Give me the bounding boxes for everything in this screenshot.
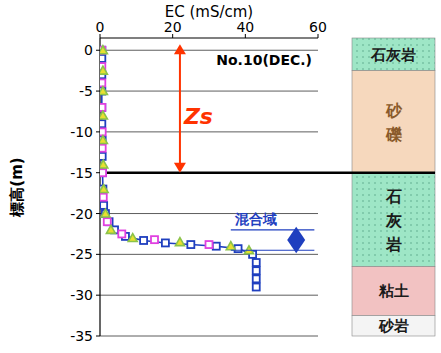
y-tick-label: -15 xyxy=(70,165,93,181)
y-tick-label: -5 xyxy=(79,83,93,99)
data-point xyxy=(104,218,111,225)
lithology-layer xyxy=(352,71,435,173)
series-line xyxy=(102,50,256,287)
mix-label: 混合域 xyxy=(234,211,277,227)
data-point xyxy=(100,104,105,111)
x-tick-label: 40 xyxy=(236,19,254,35)
data-point xyxy=(100,153,106,160)
zs-arrow xyxy=(179,52,181,164)
y-tick-label: -30 xyxy=(70,287,93,303)
zs-boundary xyxy=(100,172,435,174)
y-tick-label: -20 xyxy=(70,206,93,222)
data-point xyxy=(100,185,108,193)
data-point xyxy=(100,136,107,144)
data-point xyxy=(118,230,125,237)
x-tick-label: 20 xyxy=(164,19,182,35)
grid-line xyxy=(100,336,318,337)
chart: 石灰岩砂礫石灰岩粘土砂岩0-5-10-15-20-25-30-350204060… xyxy=(0,0,441,353)
grid-line xyxy=(100,254,318,255)
lithology-label: 石灰岩 xyxy=(370,46,416,64)
data-point xyxy=(100,79,105,86)
data-point xyxy=(226,242,235,250)
data-point xyxy=(100,145,106,152)
data-point xyxy=(100,104,105,111)
data-point xyxy=(100,66,107,74)
lithology-layer xyxy=(352,267,435,316)
y-tick-label: -10 xyxy=(70,124,93,140)
x-axis-line xyxy=(100,37,318,38)
data-point xyxy=(100,160,108,168)
data-point xyxy=(100,55,105,62)
lithology-label: 砂岩 xyxy=(378,317,409,335)
data-point xyxy=(100,169,106,176)
lithology-layer xyxy=(352,316,435,336)
zs-label: Zs xyxy=(183,104,213,129)
x-tick-label: 60 xyxy=(309,19,327,35)
mix-arrow xyxy=(287,227,305,253)
x-tick-label: 0 xyxy=(96,19,105,35)
arrow-head xyxy=(174,163,186,173)
grid-line xyxy=(100,91,318,92)
lithology-label: 石灰岩 xyxy=(385,187,403,254)
data-point xyxy=(206,241,213,248)
data-point xyxy=(151,236,158,243)
data-point xyxy=(100,111,107,119)
well-label: No.10(DEC.) xyxy=(216,52,312,68)
data-point xyxy=(253,259,260,266)
data-point xyxy=(253,267,260,274)
grid-line xyxy=(100,213,318,214)
data-point xyxy=(100,46,107,54)
data-point xyxy=(102,210,109,217)
lithology-texture xyxy=(352,173,435,267)
lithology-char: 岩 xyxy=(385,235,402,254)
lithology-layer xyxy=(352,173,435,267)
lithology-char: 石 xyxy=(385,187,402,206)
y-tick-label: -35 xyxy=(70,328,93,344)
data-point xyxy=(253,275,260,282)
y-tick-label: 0 xyxy=(84,42,93,58)
grid-line xyxy=(100,131,318,132)
lithology-char: 砂 xyxy=(385,101,403,120)
data-point xyxy=(100,194,107,201)
data-point xyxy=(162,239,169,246)
data-point xyxy=(100,87,107,95)
lithology-texture xyxy=(352,38,435,71)
arrow-head xyxy=(174,44,186,54)
lithology-layer xyxy=(352,38,435,71)
data-point xyxy=(253,284,260,291)
data-point xyxy=(175,238,184,246)
data-point xyxy=(140,237,147,244)
data-point xyxy=(213,243,220,250)
data-point xyxy=(100,120,105,127)
mix-bound xyxy=(231,229,315,230)
lithology-char: 灰 xyxy=(385,211,403,230)
y-axis-title: 標高(m) xyxy=(8,157,26,217)
data-point xyxy=(101,209,110,217)
data-point xyxy=(128,234,137,242)
x-axis-title: EC (mS/cm) xyxy=(165,3,253,21)
data-point xyxy=(100,169,106,176)
data-point xyxy=(106,225,115,233)
grid-line xyxy=(100,50,318,51)
data-point xyxy=(187,241,194,248)
lithology-label: 砂礫 xyxy=(385,101,403,144)
lithology-char: 礫 xyxy=(385,125,403,144)
lithology-label: 粘土 xyxy=(378,282,409,300)
data-point xyxy=(100,202,107,209)
mix-bound xyxy=(231,250,315,251)
y-tick-label: -25 xyxy=(70,246,93,262)
grid-line xyxy=(100,295,318,296)
data-group xyxy=(100,46,260,291)
